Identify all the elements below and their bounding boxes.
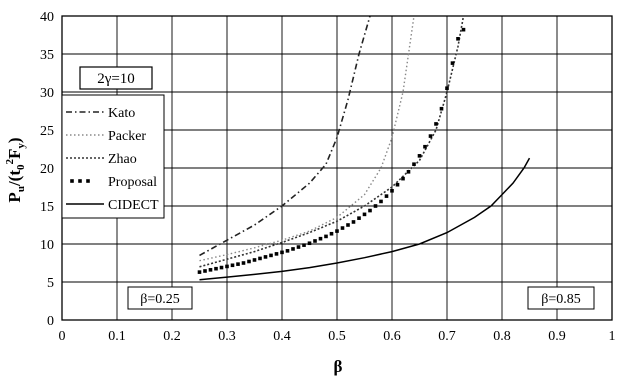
y-tick-label: 20 bbox=[40, 162, 54, 177]
point-proposal bbox=[252, 258, 257, 262]
point-proposal bbox=[296, 245, 301, 249]
point-proposal bbox=[214, 266, 218, 271]
legend-label-proposal: Proposal bbox=[108, 175, 157, 190]
point-proposal bbox=[208, 268, 213, 272]
point-proposal bbox=[302, 243, 306, 247]
point-proposal bbox=[434, 122, 438, 126]
point-proposal bbox=[456, 37, 460, 41]
point-proposal bbox=[357, 216, 361, 220]
annotation-right: β=0.85 bbox=[541, 292, 581, 307]
y-axis-title: Pu/(t02Fy) bbox=[4, 137, 27, 202]
legend-marker-proposal bbox=[70, 179, 74, 183]
point-proposal bbox=[225, 264, 229, 269]
legend-marker-proposal bbox=[86, 179, 90, 183]
x-axis-title: β bbox=[334, 357, 343, 376]
gamma-box: 2γ=10 bbox=[79, 66, 153, 90]
point-proposal bbox=[219, 265, 224, 270]
x-tick-label: 0.8 bbox=[493, 329, 511, 344]
x-tick-label: 0.4 bbox=[273, 329, 291, 344]
point-proposal bbox=[362, 212, 367, 217]
point-proposal bbox=[351, 220, 356, 224]
point-proposal bbox=[423, 144, 427, 149]
point-proposal bbox=[445, 86, 449, 90]
legend-label-kato: Kato bbox=[108, 106, 135, 121]
series-proposal bbox=[197, 27, 466, 274]
point-proposal bbox=[280, 250, 284, 255]
point-proposal bbox=[340, 226, 345, 230]
point-proposal bbox=[373, 204, 378, 208]
line-packer bbox=[199, 15, 415, 262]
annotation-right-box: β=0.85 bbox=[527, 286, 595, 310]
point-proposal bbox=[368, 208, 372, 213]
y-tick-label: 5 bbox=[47, 276, 54, 291]
point-proposal bbox=[258, 256, 262, 261]
point-proposal bbox=[274, 252, 279, 256]
point-proposal bbox=[285, 249, 290, 253]
point-proposal bbox=[395, 182, 400, 187]
annotation-left: β=0.25 bbox=[140, 292, 180, 307]
x-tick-label: 0.7 bbox=[438, 329, 456, 344]
point-proposal bbox=[346, 223, 350, 227]
y-tick-label: 30 bbox=[40, 86, 54, 101]
point-proposal bbox=[417, 154, 422, 158]
legend: Kato Packer Zhao Proposal CIDECT bbox=[61, 94, 165, 219]
point-proposal bbox=[263, 255, 268, 259]
series-layer bbox=[197, 15, 531, 281]
line-zhao bbox=[199, 15, 465, 268]
point-proposal bbox=[230, 263, 235, 268]
point-proposal bbox=[197, 270, 202, 274]
point-proposal bbox=[461, 27, 466, 32]
legend-label-cidect: CIDECT bbox=[108, 198, 159, 213]
legend-marker-proposal bbox=[78, 179, 82, 183]
point-proposal bbox=[329, 231, 334, 236]
point-proposal bbox=[390, 189, 394, 193]
x-tick-label: 0.6 bbox=[383, 329, 401, 344]
point-proposal bbox=[291, 247, 295, 251]
x-tick-label: 0.3 bbox=[218, 329, 236, 344]
line-kato bbox=[199, 15, 371, 257]
point-proposal bbox=[241, 261, 246, 265]
point-proposal bbox=[406, 170, 411, 174]
y-tick-label: 25 bbox=[40, 124, 54, 139]
point-proposal bbox=[269, 253, 273, 258]
point-proposal bbox=[439, 106, 444, 111]
point-proposal bbox=[236, 262, 240, 266]
point-proposal bbox=[401, 176, 405, 181]
x-tick-label: 0.5 bbox=[328, 329, 346, 344]
point-proposal bbox=[324, 234, 328, 239]
point-proposal bbox=[247, 259, 251, 264]
x-tick-label: 0.2 bbox=[163, 329, 181, 344]
point-proposal bbox=[379, 199, 383, 204]
tick-labels: 0 0.1 0.2 0.3 0.4 0.5 0.6 0.7 0.8 0.9 105101520253… bbox=[40, 10, 616, 344]
point-proposal bbox=[450, 61, 455, 65]
point-proposal bbox=[203, 269, 207, 273]
y-tick-label: 40 bbox=[40, 10, 54, 25]
point-proposal bbox=[384, 194, 389, 198]
y-tick-label: 10 bbox=[40, 238, 54, 253]
legend-label-zhao: Zhao bbox=[108, 152, 137, 167]
x-tick-label: 1 bbox=[609, 329, 616, 344]
legend-label-packer: Packer bbox=[108, 129, 146, 144]
y-tick-label: 0 bbox=[47, 314, 54, 329]
x-tick-label: 0.1 bbox=[108, 329, 126, 344]
point-proposal bbox=[307, 241, 312, 246]
point-proposal bbox=[335, 229, 339, 233]
point-proposal bbox=[428, 134, 433, 138]
x-tick-label: 0.9 bbox=[548, 329, 566, 344]
y-tick-label: 15 bbox=[40, 200, 54, 215]
gamma-label: 2γ=10 bbox=[97, 71, 135, 87]
point-proposal bbox=[318, 236, 323, 241]
point-proposal bbox=[313, 239, 317, 243]
x-tick-label: 0 bbox=[59, 329, 66, 344]
y-tick-label: 35 bbox=[40, 48, 54, 63]
line-cidect bbox=[199, 157, 531, 281]
annotation-left-box: β=0.25 bbox=[127, 286, 193, 310]
point-proposal bbox=[412, 162, 416, 166]
